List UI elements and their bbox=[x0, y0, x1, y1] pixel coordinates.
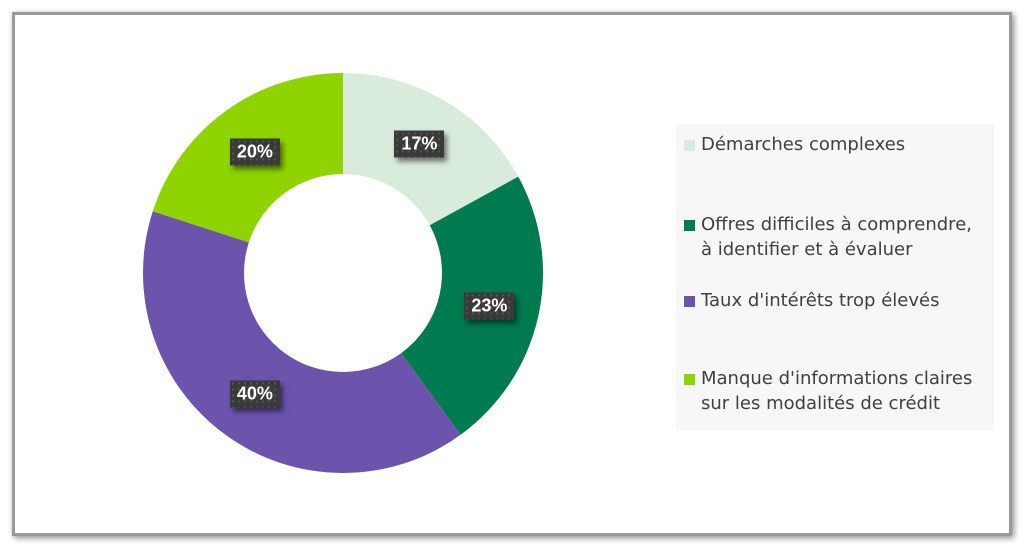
data-label: 23% bbox=[464, 292, 515, 320]
legend-swatch bbox=[684, 374, 695, 385]
legend: Démarches complexes Offres difficiles à c… bbox=[676, 124, 994, 430]
data-label: 20% bbox=[229, 138, 280, 166]
legend-item: Taux d'intérêts trop élevés bbox=[684, 288, 939, 313]
legend-swatch bbox=[684, 220, 695, 231]
legend-label: Taux d'intérêts trop élevés bbox=[701, 290, 940, 311]
legend-swatch bbox=[684, 140, 695, 151]
data-label: 17% bbox=[394, 130, 445, 158]
legend-label: Démarches complexes bbox=[701, 134, 906, 155]
legend-item: Manque d'informations claires sur les mod… bbox=[684, 366, 972, 416]
legend-swatch bbox=[684, 296, 695, 307]
legend-label: Offres difficiles à comprendre, à identif… bbox=[701, 214, 972, 260]
donut-slice bbox=[142, 211, 461, 473]
legend-label: Manque d'informations claires sur les mod… bbox=[701, 368, 973, 414]
legend-item: Démarches complexes bbox=[684, 132, 905, 157]
legend-item: Offres difficiles à comprendre, à identif… bbox=[684, 212, 972, 262]
data-label: 40% bbox=[229, 380, 280, 408]
